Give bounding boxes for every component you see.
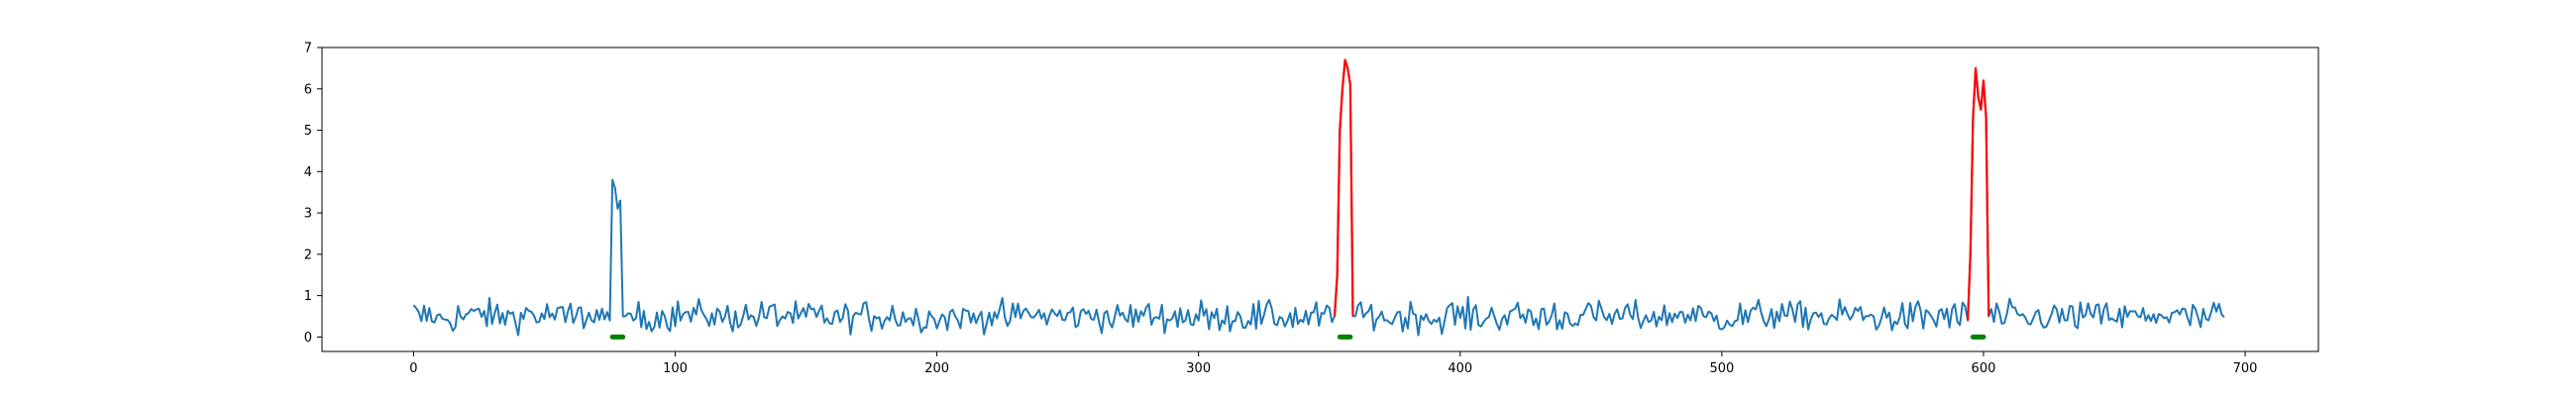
y-tick-label: 0 [304, 331, 312, 346]
y-tick-label: 1 [304, 289, 312, 304]
y-tick-label: 4 [304, 165, 312, 180]
x-tick-label: 600 [1972, 361, 1996, 376]
x-tick-label: 700 [2233, 361, 2258, 376]
signal-line [412, 58, 2225, 337]
y-tick-label: 3 [304, 207, 312, 222]
highlighted-segment-line [1333, 58, 1354, 317]
x-tick-label: 200 [924, 361, 949, 376]
x-tick-label: 0 [409, 361, 417, 376]
y-tick-label: 5 [304, 124, 312, 139]
x-tick-label: 500 [1709, 361, 1734, 376]
series-layer [412, 58, 2225, 340]
x-tick-label: 400 [1448, 361, 1472, 376]
x-axis: 0 100 200 300 400 500 600 700 [409, 351, 2257, 376]
y-tick-label: 6 [304, 82, 312, 97]
y-tick-label: 7 [304, 42, 312, 56]
x-tick-label: 300 [1186, 361, 1211, 376]
y-tick-label: 2 [304, 248, 312, 262]
highlighted-segment-line [1967, 66, 1990, 321]
plot-frame [321, 47, 2319, 352]
y-axis: 0 1 2 3 4 5 6 7 [304, 42, 322, 346]
x-tick-label: 100 [663, 361, 688, 376]
